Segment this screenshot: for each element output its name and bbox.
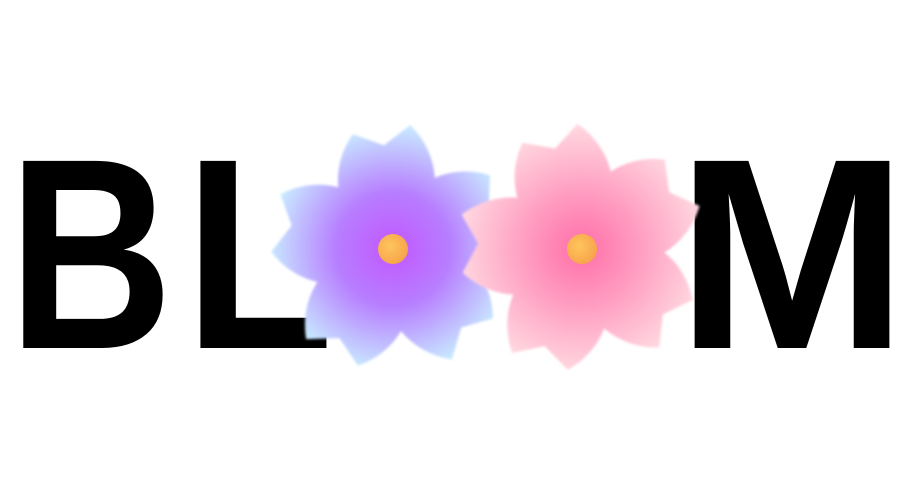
petal	[271, 184, 393, 284]
petal	[461, 197, 582, 295]
flower-center	[378, 234, 408, 264]
petal	[580, 158, 700, 264]
letter-b: B	[8, 102, 173, 406]
flower-center	[567, 234, 597, 264]
pink-flower-icon	[461, 123, 700, 370]
petal	[578, 238, 693, 348]
letter-m: M	[676, 102, 908, 406]
